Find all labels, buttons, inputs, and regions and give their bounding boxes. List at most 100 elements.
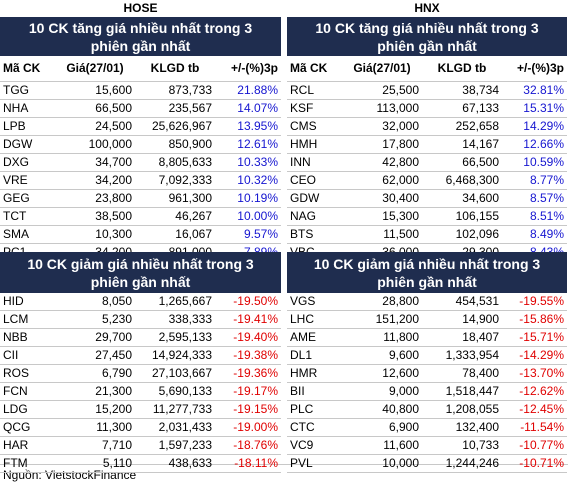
cell: 11,277,733 (152, 402, 212, 416)
cell: 338,333 (168, 312, 212, 326)
cell: 46,267 (175, 209, 212, 223)
cell: -19.17% (233, 384, 278, 398)
cell: 78,400 (462, 366, 499, 380)
cell: 14.07% (237, 101, 278, 115)
cell: 1,333,954 (445, 348, 499, 362)
cell: SMA (3, 227, 30, 241)
cell: 12.66% (523, 137, 564, 151)
table-row: INN 42,800 66,500 10.59% (287, 154, 567, 172)
cell: 21.88% (237, 83, 278, 97)
table-row: HMH 17,800 14,167 12.66% (287, 136, 567, 154)
table-row: CMS 32,000 252,658 14.29% (287, 118, 567, 136)
cell: 15,300 (382, 209, 419, 223)
cell: 11,800 (383, 330, 419, 344)
cell: HMH (290, 137, 318, 151)
cell: 1,597,233 (158, 438, 212, 452)
header-row: Mã CK Giá(27/01) KLGD tb +/-(%)3p (287, 56, 567, 82)
table-row: LDG 15,200 11,277,733 -19.15% (0, 401, 281, 419)
cell: 961,300 (168, 191, 212, 205)
cell: 42,800 (382, 155, 419, 169)
cell: ROS (3, 366, 30, 380)
cell: NAG (290, 209, 317, 223)
cell: 28,800 (382, 294, 419, 308)
cell: 32,000 (382, 119, 419, 133)
table-row: HMR 12,600 78,400 -13.70% (287, 365, 567, 383)
cell: 10,300 (95, 227, 132, 241)
cell: DL1 (290, 348, 313, 362)
cell: 9,600 (388, 348, 419, 362)
column-header: +/-(%)3p (516, 61, 564, 75)
cell: 67,133 (462, 101, 499, 115)
cell: LHC (290, 312, 315, 326)
cell: 15.31% (523, 101, 564, 115)
cell: 27,450 (95, 348, 132, 362)
cell: 8.77% (529, 173, 564, 187)
table-row: CTC 6,900 132,400 -11.54% (287, 419, 567, 437)
cell: 10.32% (237, 173, 278, 187)
table-row: RCL 25,500 38,734 32.81% (287, 82, 567, 100)
cell: 66,500 (95, 101, 132, 115)
table-row: GDW 30,400 34,600 8.57% (287, 190, 567, 208)
cell: BII (290, 384, 305, 398)
cell: VRE (3, 173, 28, 187)
cell: -15.71% (519, 330, 564, 344)
cell: -13.70% (519, 366, 564, 380)
cell: 1,208,055 (445, 402, 499, 416)
cell: 32.81% (523, 83, 564, 97)
cell: 23,800 (95, 191, 132, 205)
cell: NHA (3, 101, 29, 115)
table-row: HID 8,050 1,265,667 -19.50% (0, 293, 281, 311)
table-row: BTS 11,500 102,096 8.49% (287, 226, 567, 244)
cell: 151,200 (375, 312, 419, 326)
cell: RCL (290, 83, 315, 97)
cell: -12.62% (519, 384, 564, 398)
column-header: Mã CK (290, 61, 328, 75)
cell: 14,167 (462, 137, 499, 151)
cell: 113,000 (376, 101, 420, 115)
cell: HMR (290, 366, 318, 380)
cell: 29,700 (95, 330, 132, 344)
cell: 438,633 (168, 456, 212, 470)
cell: -19.50% (233, 294, 278, 308)
cell: -11.54% (520, 420, 564, 434)
table-row: PVL 10,000 1,244,246 -10.71% (287, 455, 567, 473)
cell: 11,300 (96, 420, 132, 434)
table-row: LPB 24,500 25,626,967 13.95% (0, 118, 281, 136)
column-header: Giá(27/01) (66, 61, 124, 75)
table-row: LHC 151,200 14,900 -15.86% (287, 311, 567, 329)
cell: 6,900 (388, 420, 419, 434)
cell: 10.00% (237, 209, 278, 223)
cell: VGS (290, 294, 316, 308)
cell: GEG (3, 191, 30, 205)
column-header: Giá(27/01) (353, 61, 411, 75)
cell: AME (290, 330, 317, 344)
cell: DGW (3, 137, 33, 151)
cell: 850,900 (168, 137, 212, 151)
cell: 8.57% (529, 191, 564, 205)
cell: 10,733 (462, 438, 499, 452)
cell: CMS (290, 119, 317, 133)
cell: 14,924,333 (151, 348, 212, 362)
cell: 873,733 (168, 83, 212, 97)
cell: 8.49% (529, 227, 564, 241)
table-row: GEG 23,800 961,300 10.19% (0, 190, 281, 208)
cell: 18,407 (462, 330, 499, 344)
cell: 102,096 (455, 227, 499, 241)
table-row: AME 11,800 18,407 -15.71% (287, 329, 567, 347)
cell: 7,092,333 (158, 173, 212, 187)
cell: 132,400 (455, 420, 499, 434)
cell: 34,200 (95, 173, 132, 187)
column-header: KLGD tb (437, 61, 487, 75)
cell: GDW (290, 191, 320, 205)
cell: -19.55% (519, 294, 564, 308)
cell: FTM (3, 456, 28, 470)
cell: 34,700 (95, 155, 132, 169)
gainers-table: Mã CK Giá(27/01) KLGD tb +/-(%)3p TGG 15,600 8… (0, 56, 281, 262)
table-row: CII 27,450 14,924,333 -19.38% (0, 347, 281, 365)
cell: -19.15% (233, 402, 278, 416)
cell: 252,658 (455, 119, 499, 133)
column-header: KLGD tb (150, 61, 200, 75)
cell: 1,518,447 (445, 384, 499, 398)
cell: 8,050 (101, 294, 132, 308)
